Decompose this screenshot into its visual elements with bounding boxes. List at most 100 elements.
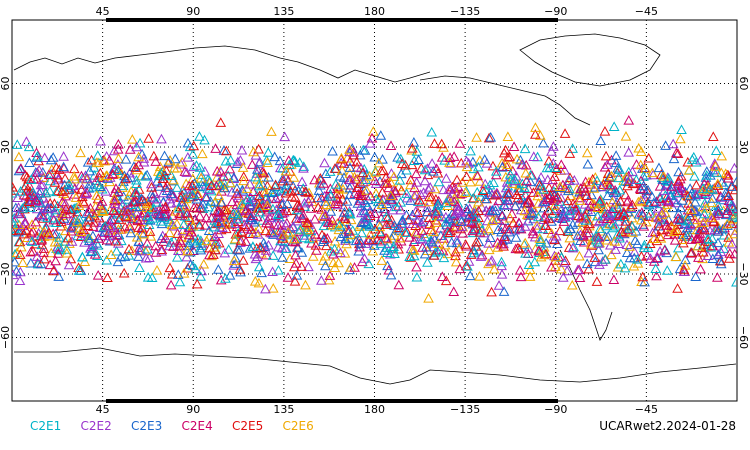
occultation-marker: [635, 159, 647, 170]
occultation-marker: [726, 201, 737, 212]
occultation-marker: [549, 171, 560, 181]
occultation-marker: [327, 145, 338, 156]
occultation-marker: [615, 195, 626, 206]
occultation-marker: [685, 247, 697, 258]
occultation-marker: [511, 189, 523, 199]
lat-tick-label: 60: [0, 77, 12, 91]
occultation-marker: [12, 248, 21, 259]
occultation-marker: [519, 205, 531, 216]
occultation-marker: [30, 194, 42, 205]
occultation-marker: [253, 261, 265, 272]
occultation-marker: [404, 251, 415, 262]
occultation-marker: [648, 197, 660, 207]
occultation-marker: [120, 211, 132, 221]
occultation-marker: [720, 191, 732, 201]
occultation-marker: [344, 146, 355, 157]
lon-tick-label: −135: [450, 5, 480, 18]
occultation-marker: [290, 257, 302, 268]
occultation-marker: [628, 260, 640, 271]
lon-tick-label: −90: [544, 5, 567, 18]
occultation-marker: [280, 220, 292, 231]
occultation-marker: [234, 264, 246, 274]
occultation-marker: [15, 185, 27, 196]
occultation-marker: [712, 178, 724, 189]
occultation-marker: [247, 241, 259, 251]
occultation-marker: [605, 249, 617, 260]
occultation-marker: [113, 139, 124, 149]
occultation-marker: [702, 236, 714, 246]
occultation-marker: [615, 258, 627, 269]
occultation-marker: [320, 240, 332, 251]
occultation-marker: [339, 207, 350, 217]
occultation-marker: [36, 235, 47, 245]
occultation-marker: [696, 242, 708, 253]
occultation-marker: [653, 217, 665, 228]
occultation-marker: [465, 176, 476, 187]
occultation-marker: [550, 193, 562, 204]
coastlines: [13, 33, 737, 385]
occultation-marker: [235, 266, 246, 277]
occultation-marker: [521, 175, 532, 186]
occultation-marker: [94, 167, 106, 178]
occultation-marker: [567, 143, 578, 153]
occultation-marker: [91, 157, 103, 167]
occultation-marker: [132, 214, 143, 224]
occultation-marker: [659, 190, 671, 200]
occultation-marker: [682, 222, 693, 233]
occultation-marker: [377, 153, 388, 164]
occultation-marker: [285, 186, 297, 196]
occultation-marker: [456, 216, 467, 226]
occultation-marker: [374, 221, 386, 232]
occultation-marker: [28, 173, 39, 184]
occultation-marker: [20, 225, 32, 235]
occultation-marker: [429, 138, 440, 148]
occultation-marker: [385, 269, 397, 280]
occultation-marker: [283, 155, 295, 165]
occultation-marker: [111, 245, 122, 256]
occultation-marker: [118, 205, 130, 216]
occultation-marker: [134, 137, 146, 148]
lon-tick-label: 180: [364, 5, 385, 18]
occultation-marker: [581, 223, 593, 233]
occultation-marker: [613, 172, 624, 183]
occultation-marker: [710, 145, 722, 156]
occultation-marker: [67, 180, 79, 191]
occultation-marker: [104, 215, 115, 226]
occultation-marker: [48, 214, 60, 225]
occultation-marker: [502, 194, 513, 205]
occultation-marker: [532, 211, 544, 222]
occultation-marker: [14, 249, 26, 259]
lat-tick-labels-left: 60 30 0 −30 −60: [0, 77, 12, 350]
occultation-marker: [213, 228, 224, 239]
occultation-marker: [438, 233, 450, 243]
occultation-marker: [24, 157, 35, 167]
occultation-marker: [653, 203, 664, 213]
occultation-marker: [267, 283, 279, 293]
occultation-marker: [84, 178, 95, 189]
occultation-marker: [272, 219, 284, 230]
legend-item-c2e5: C2E5: [232, 419, 263, 433]
occultation-marker: [115, 251, 127, 262]
occultation-marker: [382, 260, 393, 271]
occultation-marker: [166, 268, 178, 279]
occultation-marker: [493, 195, 504, 206]
occultation-marker: [267, 203, 279, 214]
occultation-marker: [423, 196, 435, 207]
occultation-marker: [376, 199, 388, 209]
occultation-marker: [38, 172, 50, 182]
occultation-marker: [171, 182, 183, 192]
occultation-marker: [716, 150, 728, 161]
occultation-marker: [498, 241, 509, 251]
occultation-marker: [549, 250, 560, 261]
occultation-marker: [168, 162, 180, 173]
occultation-marker: [440, 216, 452, 227]
occultation-marker: [130, 162, 142, 172]
lat-tick-label: −30: [0, 262, 12, 285]
legend: C2E1 C2E2 C2E3 C2E4 C2E5 C2E6: [30, 419, 314, 433]
occultation-marker: [718, 179, 730, 190]
occultation-marker: [461, 155, 472, 166]
occultation-marker: [232, 156, 244, 167]
occultation-marker: [676, 124, 687, 134]
occultation-marker: [390, 185, 401, 196]
occultation-marker: [531, 223, 543, 233]
